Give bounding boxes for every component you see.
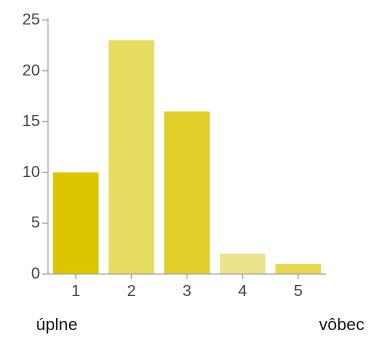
x-tick-label: 5 [294,283,303,300]
y-tick-label: 0 [31,266,40,283]
y-axis: 0 5 10 15 20 25 [22,12,49,283]
y-tick-label: 15 [22,113,40,130]
bar [219,253,266,274]
bar [164,111,210,274]
x-tick-label: 4 [238,283,247,300]
bar [275,263,321,274]
bars [53,40,321,274]
x-tick-label: 1 [71,283,80,300]
scale-label-right: vôbec [319,315,365,334]
y-tick-label: 25 [22,12,40,29]
x-tick-label: 2 [127,283,136,300]
y-tick-label: 20 [22,62,40,79]
x-tick-label: 3 [183,283,192,300]
bar [53,172,99,274]
y-tick-label: 5 [31,215,40,232]
x-axis: 1 2 3 4 5 [48,273,326,300]
y-tick-label: 10 [22,164,40,181]
scale-label-left: úplne [36,315,78,334]
bar [108,40,155,274]
